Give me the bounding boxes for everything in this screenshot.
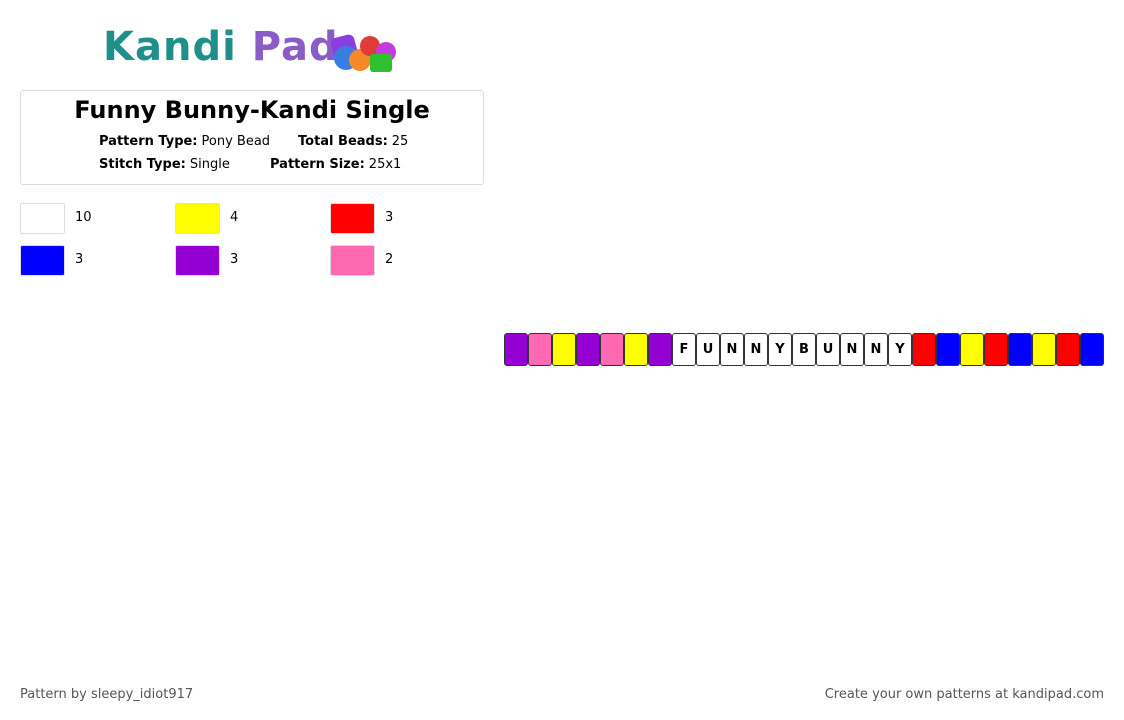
bead: F: [672, 333, 696, 366]
bead: [576, 333, 600, 366]
info-value: 25: [391, 134, 409, 149]
swatch-count: 4: [230, 210, 239, 225]
bead: [528, 333, 552, 366]
bead: [600, 333, 624, 366]
footer-credit: Pattern by sleepy_idiot917: [20, 687, 194, 702]
bead: [1032, 333, 1056, 366]
bead: [912, 333, 936, 366]
info-label: Pattern Size:: [270, 157, 365, 172]
bead: N: [840, 333, 864, 366]
bead: N: [720, 333, 744, 366]
logo: Kandi Pad: [103, 24, 339, 70]
bead: [552, 333, 576, 366]
info-label: Pattern Type:: [99, 134, 198, 149]
info-value: Single: [189, 157, 230, 172]
info-row: Pattern Size: 25x1: [270, 157, 401, 172]
info-label: Stitch Type:: [99, 157, 186, 172]
bead: [504, 333, 528, 366]
swatch: [175, 245, 220, 276]
bead: [936, 333, 960, 366]
info-box: [20, 90, 484, 185]
bead: Y: [888, 333, 912, 366]
bead: N: [744, 333, 768, 366]
bead: U: [696, 333, 720, 366]
bead: [984, 333, 1008, 366]
bead: U: [816, 333, 840, 366]
logo-icon: [330, 34, 396, 72]
info-value: Pony Bead: [201, 134, 271, 149]
pattern-title: Funny Bunny-Kandi Single: [74, 96, 430, 124]
bead: [648, 333, 672, 366]
bead: [1056, 333, 1080, 366]
swatch-count: 2: [385, 252, 394, 267]
swatch-count: 3: [75, 252, 84, 267]
swatch: [20, 203, 65, 234]
swatch-count: 3: [230, 252, 239, 267]
bead: B: [792, 333, 816, 366]
logo-text: Kandi: [103, 24, 237, 70]
swatch: [330, 203, 375, 234]
swatch: [175, 203, 220, 234]
info-label: Total Beads:: [298, 134, 388, 149]
swatch: [20, 245, 65, 276]
footer-link: Create your own patterns at kandipad.com: [824, 687, 1104, 702]
bead: [960, 333, 984, 366]
info-row: Stitch Type: Single: [99, 157, 230, 172]
bead: N: [864, 333, 888, 366]
info-row: Pattern Type: Pony Bead: [99, 134, 270, 149]
info-value: 25x1: [368, 157, 402, 172]
swatch-count: 3: [385, 210, 394, 225]
bead: [1080, 333, 1104, 366]
info-row: Total Beads: 25: [298, 134, 408, 149]
swatch-count: 10: [75, 210, 92, 225]
swatch: [330, 245, 375, 276]
bead: [624, 333, 648, 366]
bead: [1008, 333, 1032, 366]
logo-text: Pad: [251, 24, 339, 70]
bead: Y: [768, 333, 792, 366]
